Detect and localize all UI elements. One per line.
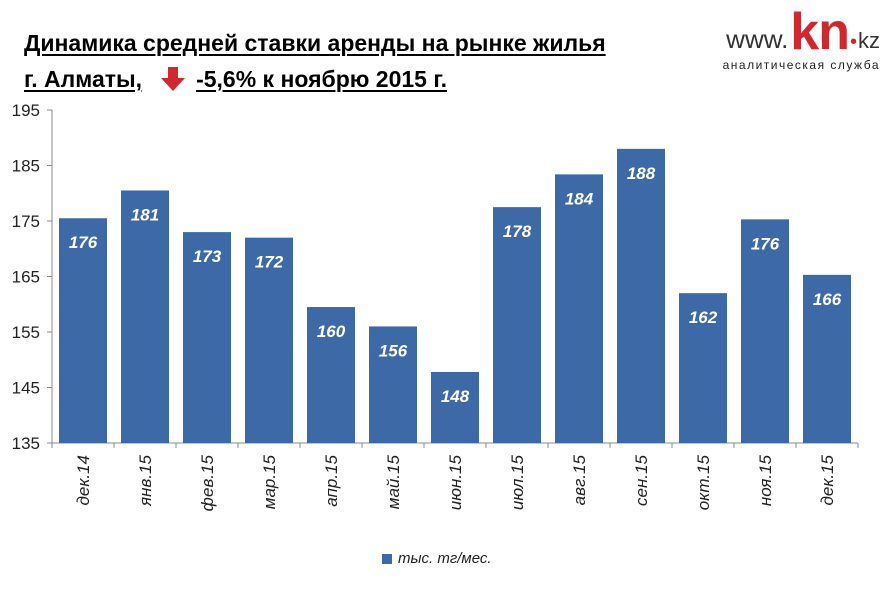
x-tick-label: апр.15 [322, 454, 341, 506]
x-tick-label: сен.15 [632, 454, 651, 505]
bar [431, 371, 479, 443]
bar-value-label: 156 [379, 341, 408, 360]
bar [493, 207, 541, 443]
y-tick-label: 135 [12, 434, 40, 453]
x-tick-label: фев.15 [198, 454, 217, 511]
chart-title: Динамика средней ставки аренды на рынке … [24, 30, 689, 93]
bar-value-label: 178 [503, 222, 532, 241]
bar-value-label: 172 [255, 253, 284, 272]
legend: тыс. тг/мес. [382, 550, 492, 567]
y-tick-label: 175 [12, 212, 40, 231]
bar [741, 219, 789, 443]
logo-dot: • [849, 31, 857, 53]
logo-kn: kn [790, 3, 850, 62]
legend-swatch [382, 553, 392, 564]
bar [183, 232, 231, 443]
x-tick-label: июн.15 [446, 454, 465, 510]
bar [59, 218, 107, 443]
logo-kz: kz [858, 28, 880, 53]
logo: www. kn • kz аналитическая служба [690, 4, 880, 72]
title-change: -5,6% к ноябрю 2015 г. [196, 65, 448, 92]
x-tick-label: янв.15 [136, 454, 155, 506]
bar [803, 274, 851, 443]
x-tick-label: окт.15 [694, 454, 713, 510]
title-line-1: Динамика средней ставки аренды на рынке … [24, 30, 606, 56]
x-tick-label: дек.15 [818, 454, 837, 505]
x-tick-label: июл.15 [508, 454, 527, 510]
arrow-down-icon [161, 67, 186, 92]
bar-value-label: 184 [565, 189, 594, 208]
bar [307, 307, 355, 443]
bar [369, 326, 417, 443]
y-tick-label: 145 [12, 379, 40, 398]
bar [679, 293, 727, 443]
y-tick-label: 195 [12, 101, 40, 120]
title-city: г. Алматы, [24, 65, 143, 92]
logo-www: www. [726, 24, 789, 54]
bar [121, 190, 169, 443]
bar [555, 174, 603, 443]
x-tick-label: авг.15 [570, 454, 589, 505]
legend-label: тыс. тг/мес. [398, 550, 492, 567]
bar-value-label: 162 [689, 308, 718, 327]
bar-value-label: 166 [813, 290, 842, 309]
x-tick-label: мар.15 [260, 454, 279, 509]
x-tick-label: ноя.15 [756, 454, 775, 506]
logo-wordmark: www. kn • kz [690, 3, 880, 62]
bar [617, 148, 665, 443]
bar-value-label: 173 [193, 247, 222, 266]
bar-value-label: 176 [751, 234, 780, 253]
title-line-2: г. Алматы, -5,6% к ноябрю 2015 г. [24, 66, 689, 94]
x-tick-label: дек.14 [74, 455, 93, 506]
x-tick-label: май.15 [384, 454, 403, 509]
bar-value-label: 176 [69, 233, 98, 252]
y-tick-label: 165 [12, 268, 40, 287]
bar-value-label: 148 [441, 387, 470, 406]
bar-value-label: 188 [627, 164, 656, 183]
bar-value-label: 160 [317, 322, 346, 341]
y-tick-label: 185 [12, 157, 40, 176]
y-tick-label: 155 [12, 323, 40, 342]
bar-value-label: 181 [131, 205, 159, 224]
bar [245, 237, 293, 443]
logo-subtitle: аналитическая служба [722, 58, 880, 72]
